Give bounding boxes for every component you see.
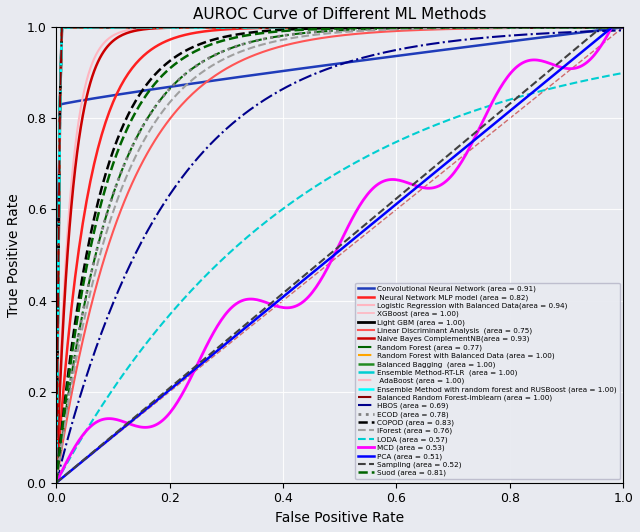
Y-axis label: True Positive Rate: True Positive Rate [7, 193, 21, 317]
X-axis label: False Positive Rate: False Positive Rate [275, 511, 404, 525]
Title: AUROC Curve of Different ML Methods: AUROC Curve of Different ML Methods [193, 7, 486, 22]
Legend: Convolutional Neural Network (area = 0.91),  Neural Network MLP model (area = 0.: Convolutional Neural Network (area = 0.9… [355, 283, 620, 479]
